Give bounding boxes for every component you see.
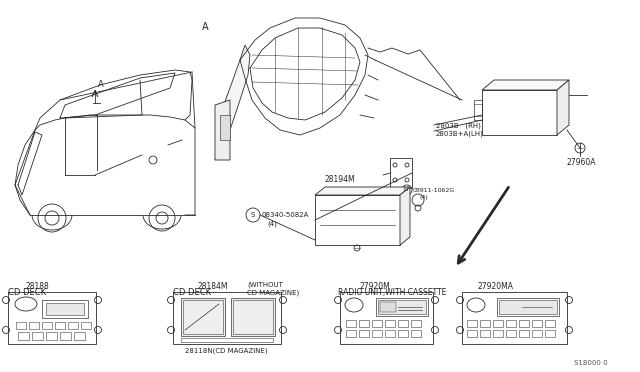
Text: 27920MA: 27920MA [478,282,514,291]
Bar [346,320,356,327]
Text: (4): (4) [267,220,277,227]
Bar [519,320,529,327]
Bar [346,330,356,337]
Text: 28184M: 28184M [198,282,228,291]
Bar [480,330,490,337]
Text: 27920M: 27920M [360,282,391,291]
Text: 28194M: 28194M [325,175,356,184]
Text: S18000 0: S18000 0 [574,360,607,366]
Text: CD DECK: CD DECK [173,288,211,297]
Bar [467,320,477,327]
Bar [462,292,567,344]
Bar [29,322,39,329]
Text: (WITHOUT: (WITHOUT [247,282,283,289]
Bar [493,330,503,337]
Text: 2803B   (RH): 2803B (RH) [436,122,481,128]
Polygon shape [557,80,569,135]
Bar [519,330,529,337]
Text: A: A [98,80,104,89]
Bar [390,158,412,188]
Bar [411,330,421,337]
Polygon shape [482,80,569,90]
Text: CD DECK: CD DECK [8,288,46,297]
Bar [467,330,477,337]
Text: 08340-5082A: 08340-5082A [262,212,309,218]
Bar [372,330,382,337]
Text: (4): (4) [420,195,429,200]
Polygon shape [220,115,230,140]
Bar [359,330,369,337]
Bar [315,195,400,245]
Text: 28188: 28188 [25,282,49,291]
Bar [398,330,408,337]
Text: 08911-1062G: 08911-1062G [413,188,455,193]
Bar [532,320,542,327]
Polygon shape [215,45,250,160]
Bar [378,300,426,314]
Bar [74,332,85,340]
Polygon shape [315,187,410,195]
Bar [497,298,559,316]
Bar [359,320,369,327]
Bar [480,320,490,327]
Polygon shape [400,187,410,245]
Text: S: S [251,212,255,218]
Text: N: N [404,186,408,192]
Bar [545,320,555,327]
Bar [474,100,482,120]
Bar [181,338,273,342]
Bar [181,298,225,336]
Bar [385,330,395,337]
Bar [376,298,428,316]
Bar [8,292,96,344]
Text: 2803B+A(LH): 2803B+A(LH) [436,130,484,137]
Bar [398,320,408,327]
Bar [493,320,503,327]
Bar [506,320,516,327]
Bar [231,298,275,336]
Bar [81,322,91,329]
Bar [380,302,396,312]
Bar [16,322,26,329]
Bar [340,292,433,344]
Bar [55,322,65,329]
Text: CD MAGAZINE): CD MAGAZINE) [247,290,300,296]
Bar [46,332,57,340]
Bar [545,330,555,337]
Bar [68,322,78,329]
Bar [385,320,395,327]
Text: 27960A: 27960A [567,158,596,167]
Text: A: A [202,22,209,32]
Text: RADIO UNIT,WITH CASSETTE: RADIO UNIT,WITH CASSETTE [338,288,446,297]
Bar [42,300,88,318]
Bar [46,303,84,315]
Bar [532,330,542,337]
Polygon shape [215,100,230,160]
Bar [42,322,52,329]
Bar [183,300,223,334]
Bar [60,332,71,340]
Bar [499,300,557,314]
Bar [411,320,421,327]
Bar [18,332,29,340]
Bar [173,292,281,344]
Text: 28118N(CD MAGAZINE): 28118N(CD MAGAZINE) [185,348,268,355]
Bar [233,300,273,334]
Bar [506,330,516,337]
Bar [32,332,43,340]
Bar [482,90,557,135]
Bar [372,320,382,327]
